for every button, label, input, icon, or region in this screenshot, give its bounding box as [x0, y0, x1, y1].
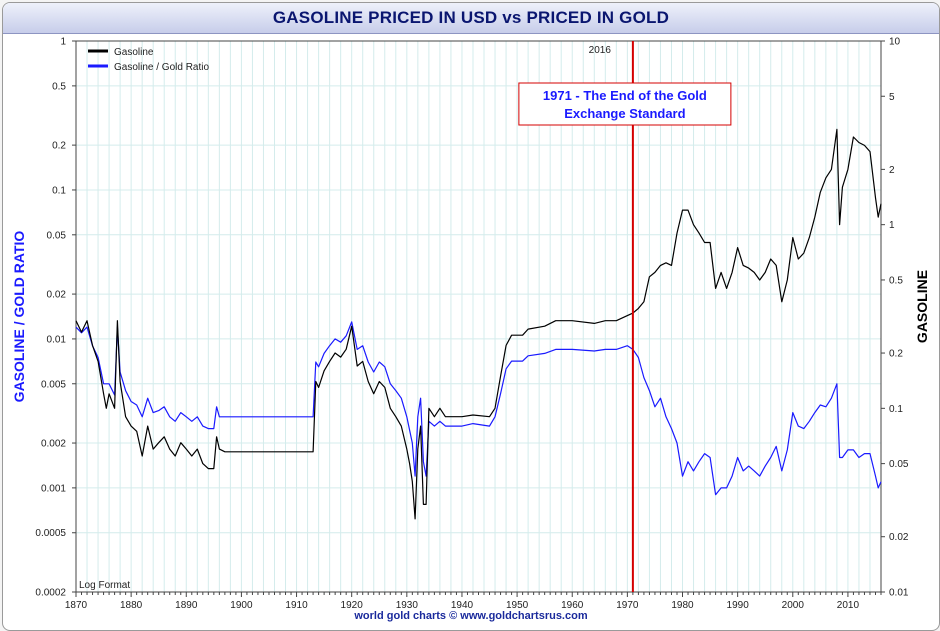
log-format-note: Log Format	[79, 580, 130, 591]
x-tick-label: 1950	[506, 600, 529, 611]
title-bar: GASOLINE PRICED IN USD vs PRICED IN GOLD	[3, 3, 939, 34]
right-tick-label: 5	[889, 92, 895, 103]
left-tick-label: 0.0002	[35, 588, 66, 599]
right-tick-label: 0.2	[889, 349, 903, 360]
left-tick-label: 0.0005	[35, 528, 66, 539]
annotation-line-1: 1971 - The End of the Gold	[543, 88, 707, 103]
year-label: 2016	[589, 45, 612, 56]
chart-canvas: 1971 - The End of the Gold Exchange Stan…	[11, 37, 930, 612]
left-tick-label: 0.005	[41, 379, 66, 390]
x-tick-label: 2000	[782, 600, 805, 611]
x-tick-label: 1880	[120, 600, 143, 611]
left-tick-label: 0.1	[52, 185, 66, 196]
legend-label-ratio: Gasoline / Gold Ratio	[114, 62, 209, 73]
plot-background	[76, 41, 881, 592]
annotation-border	[518, 82, 732, 126]
series-line-gasoline	[75, 128, 882, 520]
right-tick-label: 1	[889, 220, 895, 231]
left-tick-label: 1	[60, 37, 66, 48]
x-tick-label: 1920	[341, 600, 364, 611]
x-tick-label: 1870	[65, 600, 88, 611]
chart-title: GASOLINE PRICED IN USD vs PRICED IN GOLD	[272, 8, 670, 27]
footer-credit: world gold charts © www.goldchartsrus.co…	[354, 610, 588, 622]
left-tick-label: 0.01	[47, 334, 67, 345]
right-axis-label: GASOLINE	[914, 270, 930, 343]
x-tick-label: 1900	[230, 600, 253, 611]
series-line-ratio	[75, 321, 882, 496]
annotation-box: 1971 - The End of the Gold Exchange Stan…	[518, 82, 732, 126]
x-tick-label: 1930	[396, 600, 419, 611]
right-tick-label: 0.5	[889, 275, 903, 286]
x-tick-label: 1970	[616, 600, 639, 611]
legend-label-gasoline: Gasoline	[114, 47, 154, 58]
left-tick-label: 0.002	[41, 439, 66, 450]
right-tick-label: 10	[889, 37, 901, 48]
right-tick-label: 0.1	[889, 404, 903, 415]
legend: Gasoline Gasoline / Gold Ratio	[88, 47, 209, 73]
x-tick-label: 1980	[671, 600, 694, 611]
x-tick-label: 1940	[451, 600, 474, 611]
right-tick-label: 2	[889, 165, 895, 176]
right-axis-ticks: 10 5 2 1 0.5 0.2 0.1 0.05 0.02 0.01	[881, 37, 909, 599]
x-tick-label: 1960	[561, 600, 584, 611]
x-tick-label: 2010	[837, 600, 860, 611]
left-tick-label: 0.001	[41, 483, 66, 494]
left-axis-ticks: 1 0.5 0.2 0.1 0.05 0.02 0.01 0.005 0.002 0.001 0.0…	[35, 37, 76, 599]
x-tick-label: 1910	[285, 600, 308, 611]
left-axis-label: GASOLINE / GOLD RATIO	[11, 231, 27, 403]
x-tick-label: 1990	[727, 600, 750, 611]
x-axis-ticks: 1870 1880 1890 1900 1910 1920 1930 1940 1950 1960…	[65, 592, 882, 611]
annotation-line-2: Exchange Standard	[564, 106, 685, 121]
right-tick-label: 0.01	[889, 588, 909, 599]
x-tick-label: 1890	[175, 600, 198, 611]
right-tick-label: 0.05	[889, 459, 909, 470]
left-tick-label: 0.2	[52, 141, 66, 152]
left-tick-label: 0.02	[47, 290, 67, 301]
grid	[75, 40, 882, 593]
series-group	[75, 128, 882, 520]
left-tick-label: 0.05	[47, 230, 67, 241]
left-tick-label: 0.5	[52, 81, 66, 92]
right-tick-label: 0.02	[889, 532, 909, 543]
